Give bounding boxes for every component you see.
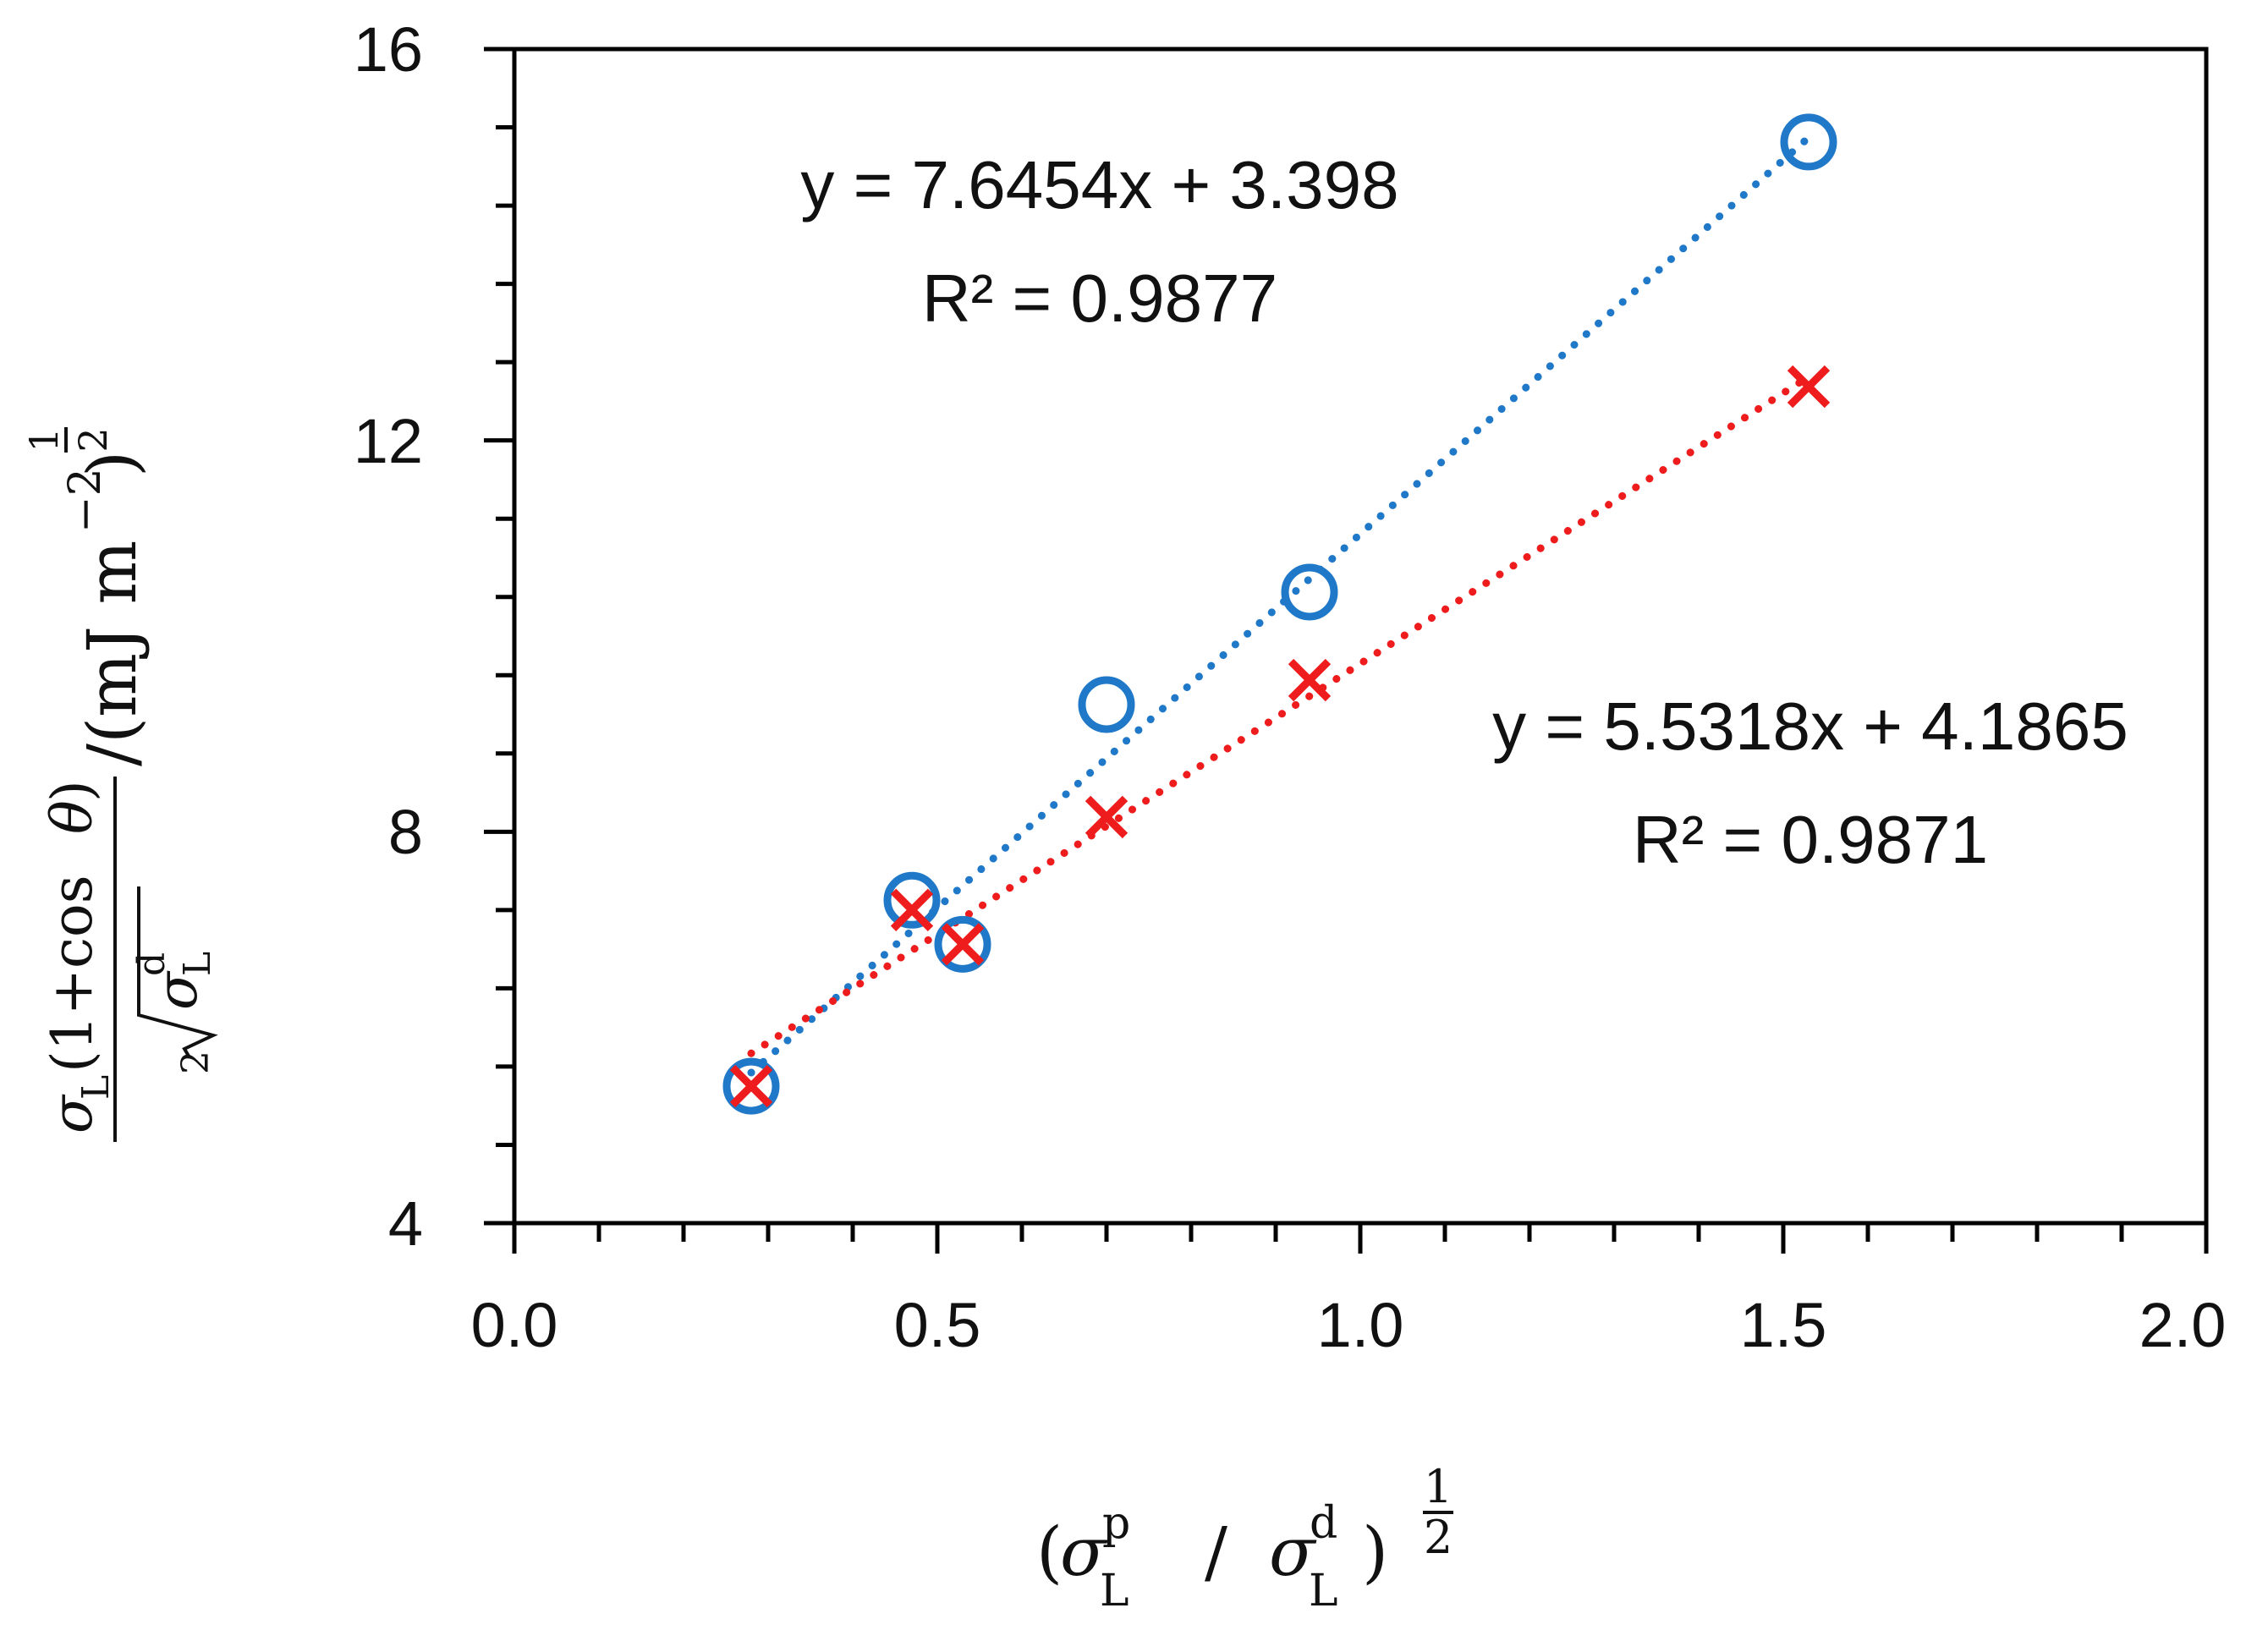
y-tick-label: 16 <box>354 14 423 85</box>
series-1-point <box>1078 676 1135 733</box>
series-2-point <box>1288 658 1332 702</box>
x-tick-label: 1.5 <box>1740 1290 1827 1360</box>
y-label-unit-exp: −2 <box>60 468 111 533</box>
x-label-sigma-d-sub: L <box>1309 1566 1338 1616</box>
series-1-point <box>1780 113 1837 171</box>
y-tick-label: 12 <box>354 406 423 476</box>
x-label-sigma-p-sup: p <box>1102 1498 1130 1549</box>
x-label-sigma-p-sub: L <box>1100 1566 1129 1616</box>
series-2-point <box>1787 365 1831 409</box>
y-tick-labels: 4 8 12 16 <box>354 14 423 1259</box>
x-label-sigma-d: σ <box>1269 1512 1317 1591</box>
x-label-sigma-d-sup: d <box>1310 1498 1337 1549</box>
data-markers <box>722 113 1837 1115</box>
axis-ticks <box>484 47 2209 1254</box>
x-label-open-paren: ( <box>1036 1512 1063 1591</box>
series-2-point <box>1085 795 1129 839</box>
y-label-den-sup: d <box>130 952 173 976</box>
y-label-den-sigma: σ <box>145 970 210 1010</box>
y-label-num-sigma: σ <box>40 1094 105 1133</box>
series-1-point <box>934 915 991 973</box>
series-2-equation: y = 5.5318x + 4.1865 <box>1492 689 2128 764</box>
x-axis-label: ( σ p L / σ d L ) 1 2 <box>1036 1460 1453 1616</box>
y-label-den-sub: L <box>176 952 219 976</box>
y-tick-label: 8 <box>388 797 423 867</box>
series-1-point <box>722 1057 780 1115</box>
series-1-r2: R² = 0.9877 <box>922 261 1277 336</box>
series-2-annotation: y = 5.5318x + 4.1865 R² = 0.9871 <box>1492 689 2128 877</box>
y-label-num-theta: θ <box>40 800 105 834</box>
series-2-point <box>941 923 985 966</box>
y-label-unit: /(mJ m <box>73 541 151 766</box>
x-tick-label: 2.0 <box>2139 1290 2227 1360</box>
y-label-num-sub: L <box>74 1075 118 1100</box>
x-tick-label: 0.5 <box>894 1290 981 1360</box>
series-2-trendline <box>747 372 1813 1057</box>
series-1-annotation: y = 7.6454x + 3.398 R² = 0.9877 <box>800 147 1398 336</box>
x-tick-label: 0.0 <box>471 1290 558 1360</box>
x-label-close-paren: ) <box>1362 1512 1388 1591</box>
series-1-equation: y = 7.6454x + 3.398 <box>800 147 1398 222</box>
x-label-exp-den: 2 <box>1424 1511 1453 1564</box>
y-label-num-rest: (1+cos <box>40 875 105 1073</box>
y-label-exp-den: 2 <box>70 427 116 452</box>
x-label-sigma-p: σ <box>1060 1512 1108 1591</box>
y-label-num-close: ) <box>40 780 105 802</box>
y-label-den-two: 2 <box>174 1051 217 1074</box>
y-label-exp-num: 1 <box>21 427 67 452</box>
y-axis-label: σ L (1+cos θ ) 2 σ d L /(mJ m −2 ) 1 2 <box>21 427 219 1142</box>
series-2-point <box>729 1064 773 1108</box>
series-1-point <box>883 871 941 929</box>
plot-area-frame <box>512 47 2209 1226</box>
x-label-slash: / <box>1205 1512 1227 1591</box>
y-label-unit-close: ) <box>73 451 151 477</box>
series-1-point <box>1281 563 1338 621</box>
series-2-r2: R² = 0.9871 <box>1633 802 1988 877</box>
x-tick-labels: 0.0 0.5 1.0 1.5 2.0 <box>471 1290 2227 1360</box>
y-label-sqrt-sign <box>137 886 218 1059</box>
series-1-trendline <box>747 134 1813 1077</box>
x-tick-label: 1.0 <box>1317 1290 1404 1360</box>
y-tick-label: 4 <box>388 1188 423 1259</box>
x-label-exp-num: 1 <box>1424 1460 1453 1513</box>
series-2-point <box>890 888 934 932</box>
